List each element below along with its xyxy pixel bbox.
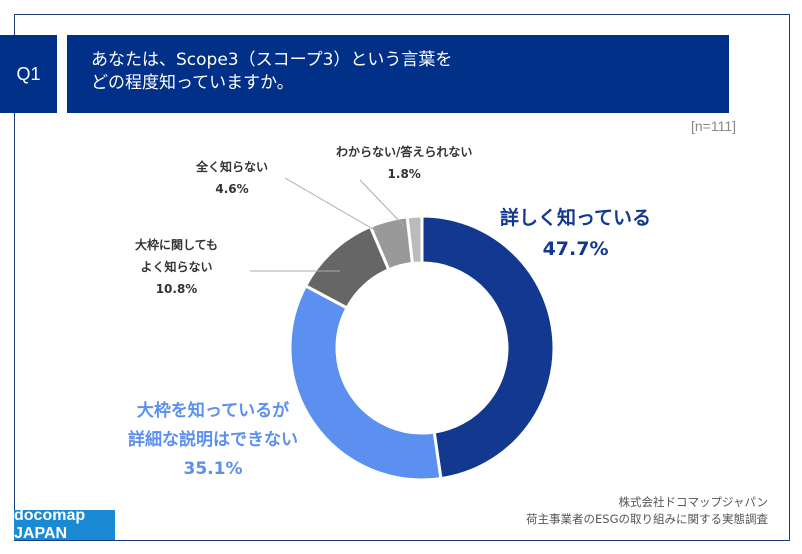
sample-size: [n=111] bbox=[690, 118, 736, 134]
slice-2-value: 35.1% bbox=[183, 459, 243, 479]
label-slice-1: 詳しく知っている 47.7% bbox=[500, 203, 651, 265]
leader-line-4 bbox=[284, 177, 379, 233]
source-survey: 荷主事業者のESGの取り組みに関する実態調査 bbox=[526, 512, 768, 526]
donut-slice-3 bbox=[303, 224, 391, 311]
leader-line-5 bbox=[359, 179, 405, 227]
docomap-logo: docomap JAPAN bbox=[14, 507, 115, 542]
slice-2-name-1: 大枠を知っているが bbox=[136, 401, 290, 421]
label-slice-5: わからない/答えられない 1.8% bbox=[336, 141, 472, 185]
slice-1-value: 47.7% bbox=[542, 238, 609, 260]
slice-3-name-2: よく知らない bbox=[140, 260, 213, 274]
title-line-1: あなたは、Scope3（スコープ3）という言葉を bbox=[91, 50, 453, 70]
slice-5-value: 1.8% bbox=[387, 167, 421, 181]
donut-slice-4 bbox=[368, 215, 415, 272]
slice-4-name: 全く知らない bbox=[196, 160, 269, 174]
label-slice-2: 大枠を知っているが 詳細な説明はできない 35.1% bbox=[128, 397, 298, 484]
slice-4-value: 4.6% bbox=[215, 182, 249, 196]
slice-1-name: 詳しく知っている bbox=[500, 207, 652, 229]
slice-3-value: 10.8% bbox=[155, 282, 198, 296]
label-slice-4: 全く知らない 4.6% bbox=[196, 156, 268, 200]
donut-slice-1 bbox=[420, 214, 556, 481]
slide-frame bbox=[14, 14, 790, 541]
slice-5-name: わからない/答えられない bbox=[336, 145, 473, 159]
label-slice-3: 大枠に関しても よく知らない 10.8% bbox=[135, 234, 218, 300]
donut-slice-2 bbox=[288, 283, 443, 482]
slice-2-name-2: 詳細な説明はできない bbox=[128, 430, 298, 450]
source-note: 株式会社ドコマップジャパン 荷主事業者のESGの取り組みに関する実態調査 bbox=[526, 494, 768, 528]
source-company: 株式会社ドコマップジャパン bbox=[618, 495, 769, 509]
slice-3-name-1: 大枠に関しても bbox=[135, 238, 219, 252]
title-line-2: どの程度知っていますか。 bbox=[91, 73, 294, 93]
question-number: Q1 bbox=[0, 35, 57, 113]
question-title: あなたは、Scope3（スコープ3）という言葉を どの程度知っていますか。 bbox=[67, 35, 729, 113]
